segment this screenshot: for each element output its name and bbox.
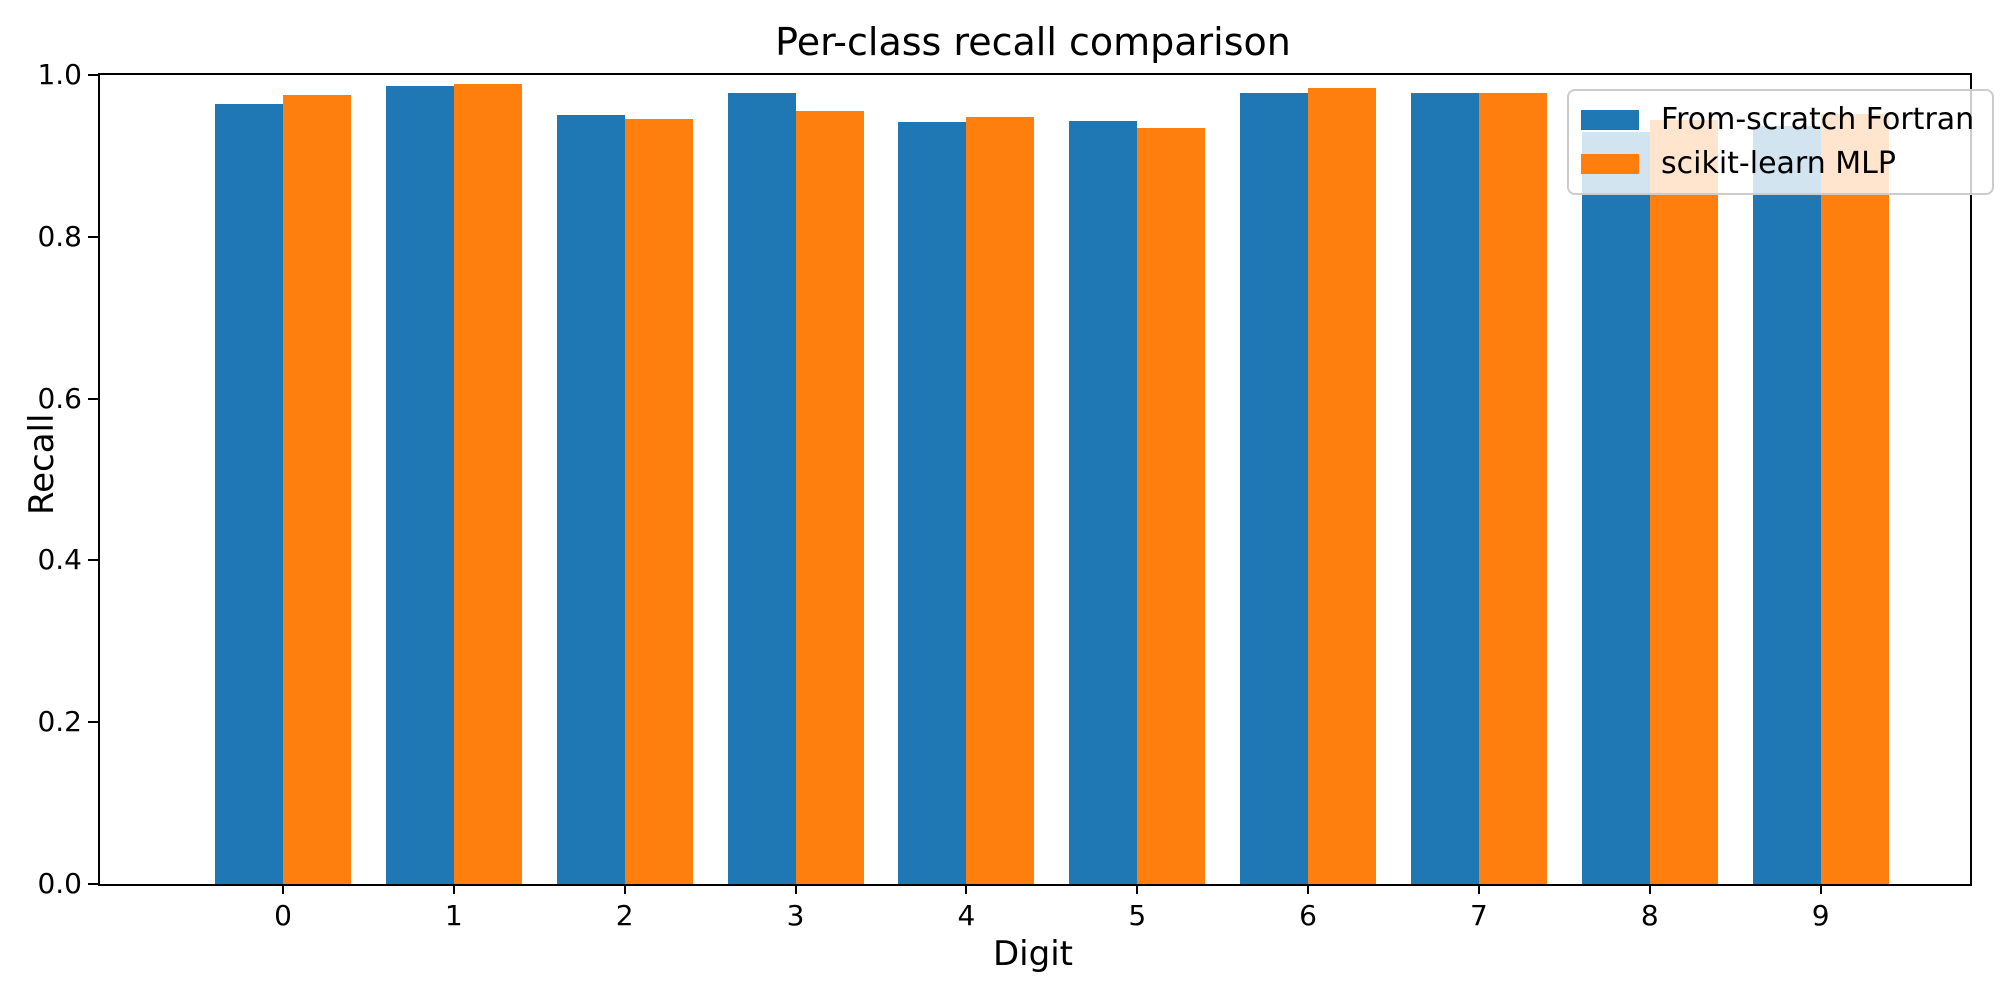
x-tick-9 [1819, 884, 1822, 894]
x-tick-3 [794, 884, 797, 894]
x-tick-label-5: 5 [1128, 899, 1147, 932]
x-tick-2 [623, 884, 626, 894]
x-tick-7 [1477, 884, 1480, 894]
x-axis-label: Digit [993, 934, 1073, 974]
x-tick-6 [1307, 884, 1310, 894]
legend-entry-sklearn: scikit-learn MLP [1581, 147, 1974, 181]
y-tick-label-0.2: 0.2 [37, 705, 82, 739]
y-tick-label-0.6: 0.6 [37, 381, 82, 415]
bars-layer: 0 1 2 3 4 5 6 7 8 9 0.0 0.2 0.4 0.6 0.8 1.0 [37, 59, 1970, 932]
y-tick-label-0.8: 0.8 [37, 219, 82, 253]
bar-9-series-0 [1752, 126, 1821, 884]
bar-4-series-1 [966, 117, 1035, 884]
bar-5-series-0 [1069, 121, 1138, 884]
legend-label-fortran: From-scratch Fortran [1661, 102, 1975, 137]
bar-8-series-1 [1649, 120, 1718, 884]
x-tick-label-0: 0 [274, 899, 292, 932]
y-tick-0.6 [88, 397, 98, 400]
y-tick-label-0.4: 0.4 [37, 543, 82, 577]
legend-label-sklearn: scikit-learn MLP [1661, 146, 1896, 181]
x-tick-label-6: 6 [1299, 899, 1317, 932]
y-tick-0.0 [88, 883, 98, 885]
x-tick-5 [1136, 884, 1139, 894]
bar-0-series-1 [283, 95, 351, 884]
legend-swatch-sklearn [1581, 154, 1639, 174]
x-tick-label-7: 7 [1470, 899, 1488, 932]
y-tick-0.4 [88, 559, 98, 562]
x-tick-label-2: 2 [615, 899, 634, 932]
bar-7-series-1 [1478, 93, 1547, 884]
plot-area: 0 1 2 3 4 5 6 7 8 9 0.0 0.2 0.4 0.6 0.8 1.0 From-scratc… [37, 59, 1995, 932]
x-tick-label-9: 9 [1811, 899, 1830, 932]
bar-4-series-0 [898, 122, 967, 884]
bar-3-series-0 [727, 93, 796, 884]
bar-6-series-1 [1308, 88, 1377, 884]
y-tick-label-1.0: 1.0 [37, 58, 82, 91]
bar-7-series-0 [1410, 93, 1479, 884]
x-tick-8 [1648, 884, 1651, 894]
y-axis-label: Recall [22, 413, 62, 515]
bar-6-series-0 [1240, 93, 1309, 884]
bar-1-series-0 [385, 86, 454, 884]
x-tick-label-4: 4 [957, 899, 976, 932]
y-tick-1.0 [88, 74, 98, 76]
x-tick-label-8: 8 [1640, 899, 1659, 932]
bar-8-series-0 [1581, 132, 1650, 884]
bar-3-series-1 [795, 111, 864, 884]
bar-0-series-0 [215, 104, 283, 884]
legend-swatch-fortran [1581, 110, 1639, 130]
x-tick-4 [965, 884, 968, 894]
y-tick-0.8 [88, 235, 98, 238]
y-tick-0.2 [88, 721, 98, 724]
x-tick-label-1: 1 [444, 899, 463, 932]
bar-1-series-1 [453, 84, 522, 884]
y-tick-label-0.0: 0.0 [37, 867, 82, 900]
bar-2-series-1 [624, 119, 693, 884]
bar-2-series-0 [556, 115, 625, 884]
x-tick-label-3: 3 [786, 899, 805, 932]
bar-5-series-1 [1137, 128, 1206, 884]
legend-entry-fortran: From-scratch Fortran [1581, 103, 1974, 137]
bar-9-series-1 [1820, 114, 1889, 884]
x-tick-0 [282, 884, 284, 894]
x-tick-1 [452, 884, 455, 894]
chart-title: Per-class recall comparison [775, 20, 1291, 64]
legend: From-scratch Fortran scikit-learn MLP [1567, 89, 1995, 195]
